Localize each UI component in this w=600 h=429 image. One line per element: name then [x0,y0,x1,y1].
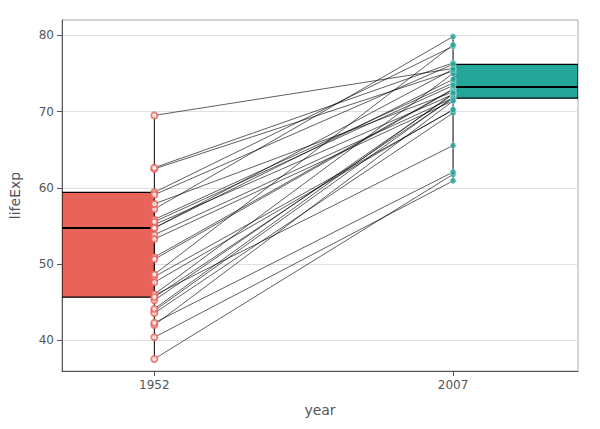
svg-text:60: 60 [39,181,54,195]
svg-text:80: 80 [39,28,54,42]
svg-text:40: 40 [39,333,54,347]
svg-text:50: 50 [39,257,54,271]
svg-text:70: 70 [39,105,54,119]
svg-text:2007: 2007 [438,378,469,392]
svg-text:year: year [304,402,335,418]
svg-text:1952: 1952 [139,378,170,392]
svg-text:lifeExp: lifeExp [7,172,23,219]
